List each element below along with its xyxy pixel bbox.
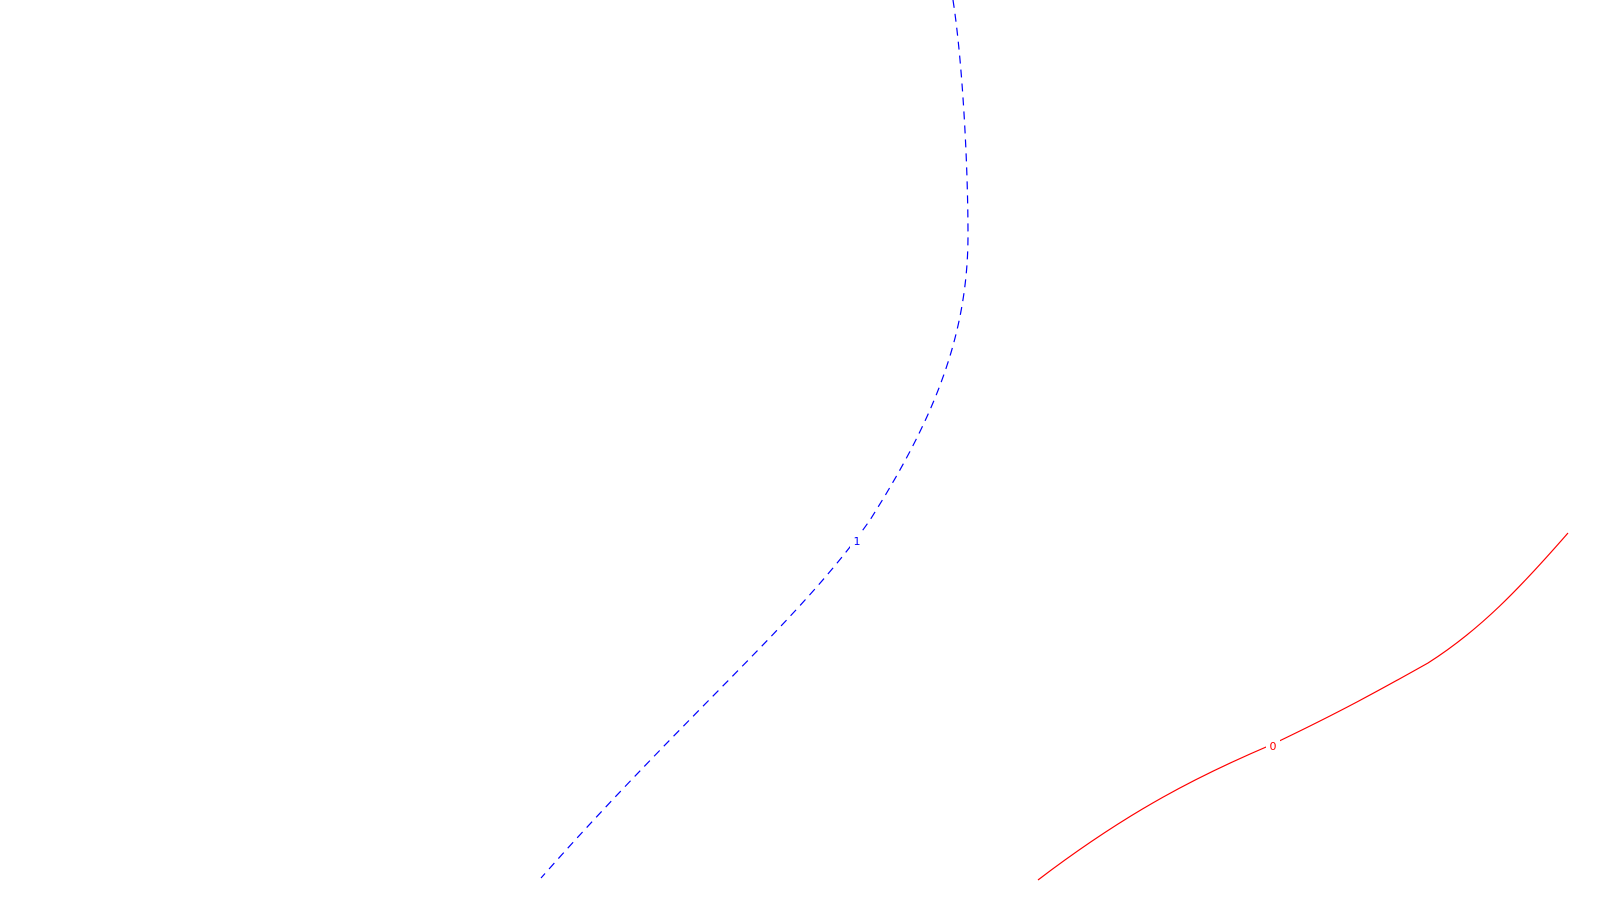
contour-label-bg-level-1 (850, 533, 864, 548)
contour-line-level-1 (540, 0, 969, 879)
contour-label-level-1: 1 (854, 535, 861, 548)
contour-label-level-0: 0 (1270, 740, 1277, 753)
contour-label-bg-level-0 (1266, 738, 1280, 753)
contour-line-level-0 (1037, 532, 1569, 881)
